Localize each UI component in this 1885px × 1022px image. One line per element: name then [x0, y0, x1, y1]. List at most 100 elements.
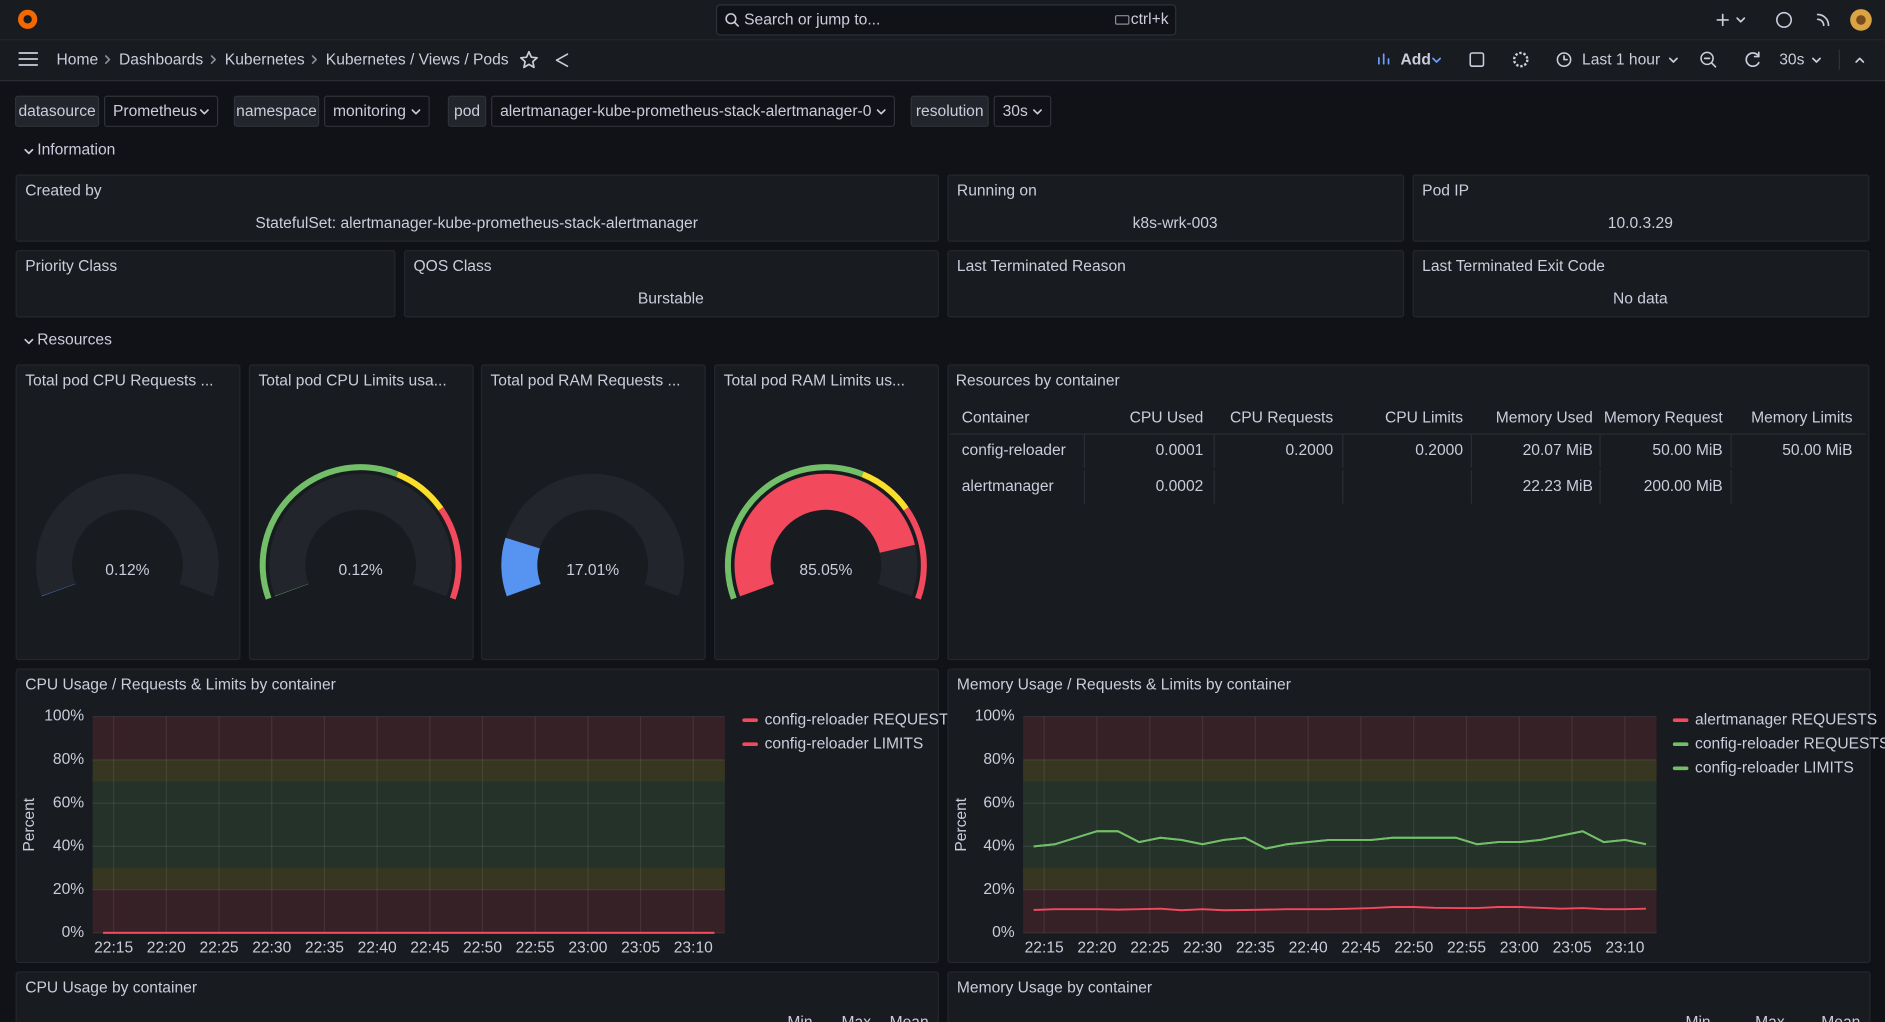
- y-tick-label: 0%: [62, 924, 85, 941]
- legend-column-header[interactable]: Max: [1755, 1014, 1785, 1022]
- x-tick-label: 22:20: [147, 940, 186, 957]
- y-tick-label: 80%: [53, 751, 84, 768]
- row-title[interactable]: Information: [37, 141, 115, 158]
- variable-label-box: [447, 95, 487, 127]
- x-tick-label: 22:15: [94, 940, 133, 957]
- table-cell: 20.07 MiB: [1523, 442, 1593, 459]
- table-header[interactable]: Memory Request: [1604, 410, 1724, 427]
- table-cell: 0.0001: [1156, 442, 1204, 459]
- threshold-band: [92, 868, 725, 890]
- variable-dropdown[interactable]: [491, 95, 896, 127]
- variable-label-box: [233, 95, 320, 127]
- variable-label: resolution: [916, 103, 984, 120]
- settings-icon[interactable]: [1512, 51, 1529, 68]
- legend-label[interactable]: config-reloader LIMITS: [765, 735, 924, 752]
- breadcrumb-separator: [311, 55, 318, 65]
- table-cell: config-reloader: [962, 442, 1066, 459]
- table-header[interactable]: Memory Limits: [1751, 410, 1853, 427]
- panel-title: Memory Usage by container: [957, 979, 1152, 996]
- series-line: [1033, 830, 1647, 850]
- panel: [1412, 174, 1870, 242]
- threshold-band: [92, 889, 725, 933]
- panel-title: Total pod RAM Limits us...: [724, 372, 905, 389]
- legend-label[interactable]: config-reloader REQUESTS: [765, 711, 959, 728]
- variable-label: namespace: [236, 103, 317, 120]
- clock-icon: [1556, 52, 1572, 67]
- panel: [15, 250, 396, 318]
- panel-title: QOS Class: [414, 258, 492, 275]
- x-tick-label: 22:20: [1077, 940, 1116, 957]
- refresh-interval[interactable]: 30s: [1779, 51, 1804, 68]
- y-tick-label: 100%: [975, 708, 1015, 725]
- time-range[interactable]: Last 1 hour: [1582, 51, 1660, 68]
- zoom-out-icon[interactable]: [1700, 51, 1714, 66]
- variable-value[interactable]: Prometheus: [113, 103, 197, 120]
- gauge-threshold: [903, 507, 927, 600]
- legend-label[interactable]: config-reloader LIMITS: [1695, 759, 1854, 776]
- variable-dropdown[interactable]: [323, 95, 430, 127]
- threshold-band: [1023, 868, 1657, 890]
- zoom-out-icon: [1703, 57, 1717, 68]
- table-header[interactable]: CPU Used: [1130, 410, 1204, 427]
- gauge-threshold: [861, 471, 909, 511]
- refresh-icon[interactable]: [1745, 51, 1760, 67]
- gauge-value-arc: [41, 583, 76, 597]
- chevron-down: [876, 109, 886, 115]
- save-icon[interactable]: [1469, 52, 1485, 67]
- new-icon[interactable]: [1716, 13, 1729, 27]
- variable-value[interactable]: 30s: [1003, 103, 1028, 120]
- legend-column-header[interactable]: Min: [787, 1014, 812, 1022]
- chevron-down: [1736, 17, 1746, 23]
- panel: [947, 364, 1870, 661]
- share-icon[interactable]: [555, 53, 569, 68]
- panel: [403, 250, 939, 318]
- legend-column-header[interactable]: Max: [842, 1014, 872, 1022]
- variable-value[interactable]: monitoring: [333, 103, 406, 120]
- breadcrumb[interactable]: Kubernetes: [225, 51, 305, 68]
- legend-label[interactable]: alertmanager REQUESTS: [1695, 711, 1877, 728]
- x-tick-label: 23:10: [674, 940, 713, 957]
- breadcrumb[interactable]: Dashboards: [119, 51, 203, 68]
- table-header[interactable]: Container: [962, 410, 1030, 427]
- panel: [947, 174, 1405, 242]
- help-icon[interactable]: [1776, 11, 1793, 28]
- y-axis-label: Percent: [21, 797, 38, 851]
- panel-title: Pod IP: [1422, 182, 1469, 199]
- search-placeholder[interactable]: Search or jump to...: [744, 12, 880, 29]
- panel-title: Total pod RAM Requests ...: [490, 372, 680, 389]
- legend-column-header[interactable]: Min: [1685, 1014, 1710, 1022]
- variable-value[interactable]: alertmanager-kube-prometheus-stack-alert…: [500, 103, 872, 120]
- variable-dropdown[interactable]: [993, 95, 1052, 127]
- panel: [947, 250, 1405, 318]
- x-tick-label: 23:00: [1500, 940, 1539, 957]
- panel-title: Created by: [25, 182, 102, 199]
- variable-dropdown[interactable]: [103, 95, 219, 127]
- star-icon[interactable]: [519, 50, 538, 69]
- breadcrumb[interactable]: Home: [57, 51, 99, 68]
- chevron-down: [411, 109, 421, 115]
- panel: [15, 364, 241, 661]
- search-box[interactable]: [715, 4, 1177, 36]
- y-tick-label: 20%: [983, 881, 1014, 898]
- gauge-value: 0.12%: [339, 562, 383, 579]
- x-tick-label: 22:25: [200, 940, 239, 957]
- threshold-band: [92, 716, 725, 760]
- panel: [15, 668, 939, 964]
- legend-column-header[interactable]: Mean: [1821, 1014, 1860, 1022]
- news-icon[interactable]: [1816, 13, 1830, 27]
- x-tick-label: 23:05: [621, 940, 660, 957]
- panel-title: CPU Usage / Requests & Limits by contain…: [25, 676, 336, 693]
- chevron-down: [1432, 57, 1442, 63]
- add-button[interactable]: Add: [1401, 51, 1431, 68]
- legend-label[interactable]: config-reloader REQUESTS: [1695, 735, 1885, 752]
- gauge-track: [36, 473, 219, 597]
- panel-title: CPU Usage by container: [25, 979, 197, 996]
- row-title[interactable]: Resources: [37, 331, 112, 348]
- table-header[interactable]: CPU Limits: [1385, 410, 1463, 427]
- table-header[interactable]: CPU Requests: [1230, 410, 1333, 427]
- legend-column-header[interactable]: Mean: [890, 1014, 929, 1022]
- collapse-icon[interactable]: [1855, 57, 1865, 63]
- table-cell: 50.00 MiB: [1652, 442, 1722, 459]
- table-header[interactable]: Memory Used: [1496, 410, 1593, 427]
- variable-label-box: [910, 95, 989, 127]
